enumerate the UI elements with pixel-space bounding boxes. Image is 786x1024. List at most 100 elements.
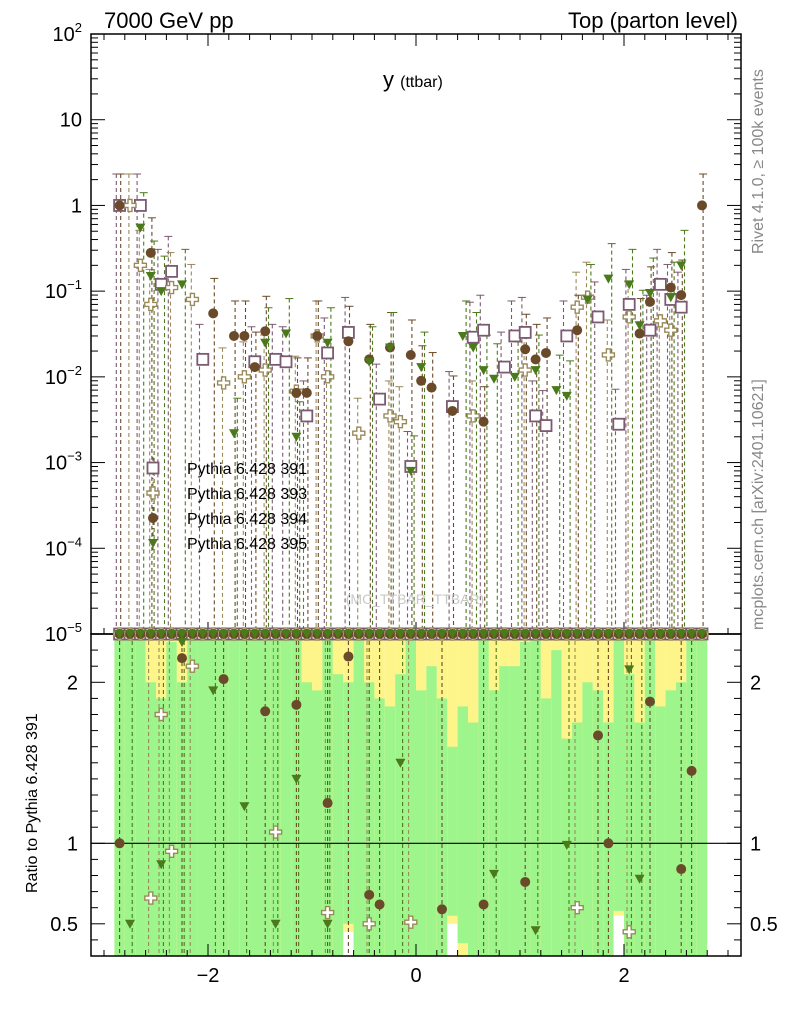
baseline-point xyxy=(301,630,312,639)
data-point xyxy=(352,426,366,440)
ratio-point xyxy=(362,917,376,931)
baseline-point xyxy=(509,630,520,639)
data-point xyxy=(603,274,614,284)
ratio-point xyxy=(156,860,167,870)
ratio-band-green xyxy=(124,634,136,956)
ratio-point xyxy=(622,925,636,939)
legend-marker xyxy=(148,513,158,523)
ratio-y-tick-label-right: 1 xyxy=(750,833,761,855)
data-point xyxy=(643,323,657,337)
baseline-point xyxy=(239,630,250,639)
ratio-band-green xyxy=(166,642,177,956)
y-tick-label-base: 10 xyxy=(45,624,67,646)
data-point xyxy=(634,328,645,339)
baseline-point xyxy=(333,630,343,639)
ratio-band-green xyxy=(312,690,323,956)
baseline-point xyxy=(312,630,323,639)
data-point xyxy=(405,466,416,476)
data-point xyxy=(260,338,271,348)
data-point xyxy=(341,326,355,339)
baseline-point xyxy=(156,630,167,639)
ratio-point xyxy=(343,651,354,662)
ratio-band-green xyxy=(156,698,167,956)
ratio-band-green xyxy=(280,634,292,956)
ratio-band-green xyxy=(572,722,583,956)
y-tick-label-exponent: −4 xyxy=(67,534,82,549)
data-point xyxy=(145,272,156,282)
ratio-band-green xyxy=(145,682,156,956)
baseline-point xyxy=(593,630,603,639)
data-point xyxy=(383,409,397,423)
data-point xyxy=(665,282,676,293)
baseline-point xyxy=(145,630,156,639)
baseline-point xyxy=(187,630,198,639)
baseline-point xyxy=(457,630,468,639)
data-point xyxy=(457,331,468,341)
baseline-point xyxy=(291,630,302,639)
y-tick-label: 10−4 xyxy=(45,534,82,560)
baseline-point xyxy=(343,630,354,639)
ratio-band-green xyxy=(520,642,531,956)
chart-title-main: y xyxy=(383,67,394,92)
data-point xyxy=(447,405,458,416)
data-point xyxy=(237,370,252,384)
data-point xyxy=(520,344,531,355)
baseline-point xyxy=(177,630,187,639)
y-tick-label: 10 xyxy=(60,110,82,132)
data-point xyxy=(385,343,395,353)
ratio-point xyxy=(260,706,271,717)
data-point xyxy=(518,363,532,377)
data-point xyxy=(208,308,219,319)
baseline-point xyxy=(374,630,385,639)
ratio-band-green xyxy=(301,682,312,956)
ratio-band-green xyxy=(239,634,250,956)
baseline-point xyxy=(395,630,406,639)
baseline-point xyxy=(385,630,395,639)
legend-marker xyxy=(148,539,158,548)
ratio-point xyxy=(322,919,333,929)
data-point xyxy=(676,261,687,271)
baseline-point xyxy=(520,630,531,639)
ratio-point xyxy=(437,904,447,915)
y-tick-label-base: 10 xyxy=(45,453,67,475)
data-point xyxy=(582,295,593,305)
ratio-point xyxy=(239,802,250,812)
baseline-point xyxy=(426,630,437,639)
ratio-band-green xyxy=(187,634,198,956)
ratio-point xyxy=(404,915,418,929)
ratio-point xyxy=(322,798,333,809)
data-point xyxy=(570,300,584,314)
data-point xyxy=(300,409,314,423)
baseline-point xyxy=(582,630,593,639)
y-tick-label-base: 1 xyxy=(71,195,82,217)
data-point xyxy=(529,409,542,423)
data-point xyxy=(301,387,312,398)
legend: Pythia 6.428 391 Pythia 6.428 393 Pythia 6… xyxy=(146,457,307,554)
data-point xyxy=(676,290,687,301)
data-point xyxy=(279,355,293,369)
ratio-point xyxy=(114,838,125,849)
header-right-title: Top (parton level) xyxy=(568,8,738,33)
ratio-point xyxy=(164,844,179,859)
ratio-point xyxy=(268,825,283,839)
ratio-band-green xyxy=(353,634,364,956)
baseline-point xyxy=(135,630,146,639)
baseline-point xyxy=(541,630,551,639)
data-point xyxy=(477,323,491,337)
ratio-band-green xyxy=(624,674,635,956)
ratio-band-green xyxy=(228,634,240,956)
ratio-point xyxy=(530,926,541,936)
baseline-point xyxy=(613,630,624,639)
ratio-band-green xyxy=(426,666,437,956)
ratio-band-green xyxy=(613,634,624,911)
ratio-band-green xyxy=(509,666,520,956)
y-tick-label: 10−5 xyxy=(45,620,82,646)
x-tick-label: 0 xyxy=(410,965,421,987)
data-point xyxy=(144,297,158,312)
data-point xyxy=(364,357,375,367)
ratio-band-green xyxy=(384,706,396,956)
data-point xyxy=(561,391,572,401)
data-point xyxy=(426,382,437,393)
ratio-point xyxy=(177,653,187,664)
